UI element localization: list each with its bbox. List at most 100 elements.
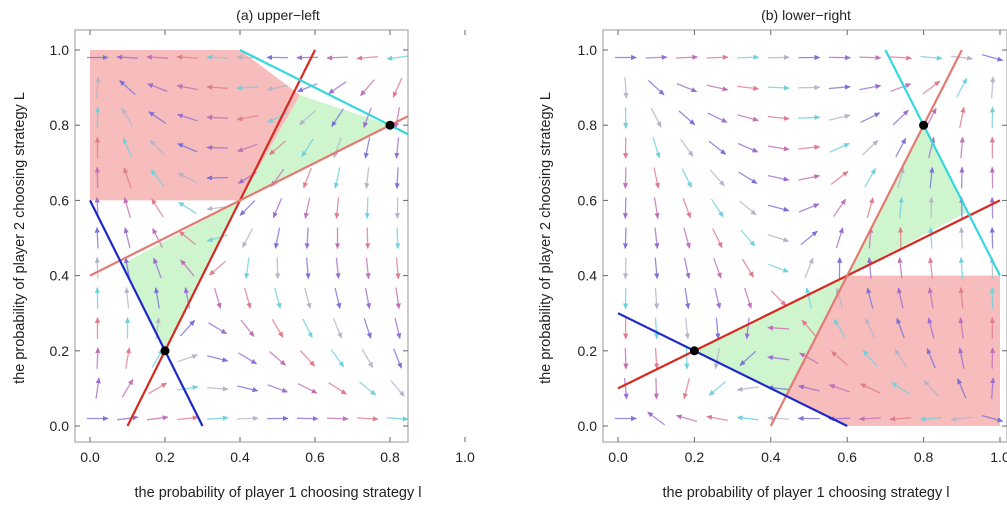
panel-b-field-arrow xyxy=(798,203,820,213)
panel-a-field-arrow xyxy=(299,350,316,367)
panel-b-field-arrow xyxy=(736,415,759,421)
panel-b-x-tick-label: 0.2 xyxy=(685,449,705,465)
panel-b-x-tick-label: 0.0 xyxy=(608,449,628,465)
panel-b-field-arrow xyxy=(706,414,728,422)
panel-b-field-arrow xyxy=(737,54,760,60)
panel-a-frame xyxy=(74,29,409,443)
panel-a-title: (a) upper−left xyxy=(236,7,320,23)
panel-a-region-1 xyxy=(240,95,390,201)
panel-b-field-arrow xyxy=(828,84,851,90)
panel-b-field-arrow xyxy=(804,257,814,279)
panel-a-field-arrow xyxy=(207,355,229,363)
panel-b-field-arrow xyxy=(684,287,691,310)
panel-a-field-arrow xyxy=(427,288,429,309)
panel-b-x-tick-label: 0.4 xyxy=(761,449,781,465)
panel-a-field-arrow xyxy=(427,107,428,128)
panel-a-field-arrow xyxy=(365,257,371,280)
panel-a-field-arrow xyxy=(209,260,226,276)
panel-a-boundary-line-0 xyxy=(126,49,316,427)
panel-b-field-arrow xyxy=(767,415,790,421)
panel-b-field-arrow xyxy=(897,287,904,309)
panel-a-field-arrow xyxy=(299,110,316,126)
panel-b-field-arrow xyxy=(958,347,965,369)
panel-b-x-tick-label: 0.6 xyxy=(837,449,857,465)
panel-b: (b) lower−right 0.0 0.2 0.4 0.6 0.8 1.0 0.0 0.2… xyxy=(538,7,1007,501)
panel-a-y-tick-label: 0.6 xyxy=(50,192,70,208)
panel-a-field-arrow xyxy=(94,226,100,249)
panel-b-field-arrow xyxy=(922,80,941,95)
panel-a-vector-field xyxy=(87,54,437,422)
panel-a-field-arrow xyxy=(364,197,370,220)
panel-b-x-tick-label: 0.8 xyxy=(914,449,934,465)
panel-a-boundary-line-1 xyxy=(89,114,408,277)
panel-b-field-arrow xyxy=(898,196,904,219)
panel-b-field-arrow xyxy=(653,197,660,219)
panel-b-field-arrow xyxy=(858,416,881,422)
panel-a-field-arrow xyxy=(301,138,314,158)
panel-b-field-arrow xyxy=(832,198,847,217)
panel-b-field-arrow xyxy=(990,377,996,399)
panel-a-field-arrow xyxy=(176,84,198,91)
panel-a-field-arrow xyxy=(386,55,408,61)
panel-a-field-arrow xyxy=(124,287,130,309)
panel-b-field-arrow xyxy=(738,171,758,184)
panel-b-field-arrow xyxy=(676,54,699,60)
panel-b-field-arrow xyxy=(740,229,756,247)
panel-b-field-arrow xyxy=(768,263,790,273)
panel-b-equilibrium-point-0 xyxy=(689,346,699,356)
panel-b-field-arrow xyxy=(653,167,660,189)
panel-b-field-arrow xyxy=(744,287,752,309)
panel-b-field-arrow xyxy=(897,167,905,189)
panel-a-field-arrow xyxy=(426,318,429,339)
panel-b-x-axis-label: the probability of player 1 choosing str… xyxy=(663,485,950,501)
panel-b-field-arrow xyxy=(654,287,660,310)
panel-b-field-arrow xyxy=(683,257,691,280)
panel-a-field-arrow xyxy=(242,228,253,248)
panel-a-field-arrow xyxy=(206,114,229,120)
panel-a-field-arrow xyxy=(331,108,344,128)
panel-b-field-arrow xyxy=(860,112,881,123)
panel-a-field-arrow xyxy=(151,198,164,218)
panel-b-field-arrow xyxy=(622,257,629,280)
panel-a-field-arrow xyxy=(206,84,229,90)
panel-b-field-arrow xyxy=(768,234,790,243)
panel-b-field-arrow xyxy=(767,204,790,212)
panel-b-field-arrow xyxy=(920,55,943,61)
panel-b-field-arrow xyxy=(654,257,660,280)
panel-b-field-arrow xyxy=(894,348,907,368)
panel-b-field-arrow xyxy=(919,416,942,422)
panel-a-field-arrow xyxy=(333,167,341,189)
panel-b-field-arrow xyxy=(829,142,850,153)
panel-b-field-arrow xyxy=(950,416,973,422)
panel-a-field-arrow xyxy=(303,167,312,189)
panel-a-field-arrow xyxy=(177,143,198,153)
panel-b-equilibrium-point-1 xyxy=(919,120,929,130)
panel-b-field-arrow xyxy=(684,317,690,340)
panel-a-field-arrow xyxy=(364,167,370,189)
panel-a-x-tick-label: 0.2 xyxy=(155,449,175,465)
panel-a-y-axis-label: the probability of player 2 choosing str… xyxy=(12,92,28,384)
panel-b-field-arrow xyxy=(926,347,936,369)
panel-b-field-arrow xyxy=(682,197,692,219)
panel-b-field-arrow xyxy=(706,54,729,60)
panel-a-field-arrow xyxy=(94,256,100,279)
panel-b-field-arrow xyxy=(676,82,698,93)
panel-a-field-arrow xyxy=(117,415,139,421)
panel-b-field-arrow xyxy=(859,55,882,61)
panel-b-y-tick-label: 0.0 xyxy=(578,418,598,434)
panel-b-field-arrow xyxy=(737,142,759,153)
panel-a-field-arrow xyxy=(206,234,228,243)
panel-b-field-arrow xyxy=(833,318,846,338)
panel-a-field-arrow xyxy=(364,287,372,310)
panel-a-field-arrow xyxy=(177,354,199,363)
panel-a-field-arrow xyxy=(149,139,166,156)
panel-b-field-arrow xyxy=(767,355,790,361)
panel-a-field-arrow xyxy=(427,258,428,279)
panel-a-field-arrow xyxy=(392,77,403,98)
panel-a-field-arrow xyxy=(417,55,437,60)
panel-b-y-tick-label: 1.0 xyxy=(578,42,598,58)
panel-a-field-arrow xyxy=(125,347,131,369)
panel-b-field-arrow xyxy=(958,287,964,309)
panel-a-field-arrow xyxy=(363,137,371,159)
panel-b-field-arrow xyxy=(828,113,851,121)
